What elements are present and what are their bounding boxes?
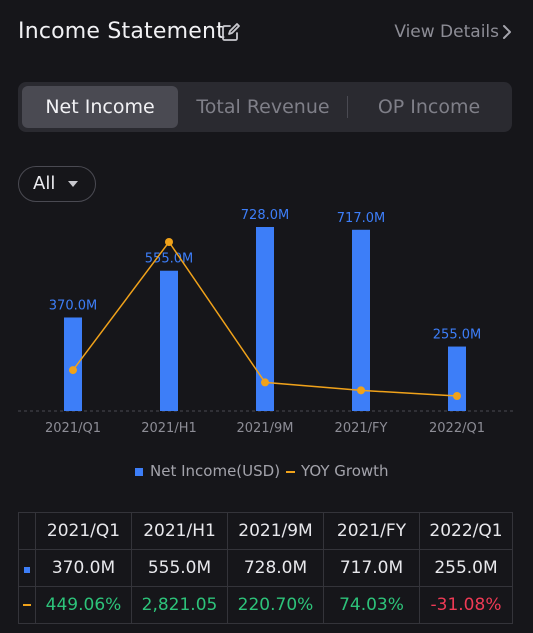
bar-2021-h1	[160, 270, 178, 411]
yoy-row-marker	[18, 586, 36, 624]
table-header-cell: 2021/Q1	[35, 512, 132, 550]
period-filter-dropdown[interactable]: All	[18, 166, 96, 202]
table-cell: 728.0M	[227, 549, 324, 587]
x-tick-label: 2021/H1	[141, 421, 197, 436]
bar-2022-q1	[448, 346, 466, 411]
table-cell: 370.0M	[35, 549, 132, 587]
period-filter-label: All	[33, 173, 56, 194]
table-cell: 220.70%	[227, 586, 324, 624]
table-header-cell: 2022/Q1	[419, 512, 513, 550]
table-header-cell: 2021/H1	[131, 512, 228, 550]
metric-tabs: Net Income Total Revenue OP Income	[18, 82, 512, 132]
bar-data-label: 255.0M	[433, 328, 481, 343]
x-tick-label: 2021/9M	[237, 421, 294, 436]
net-income-chart: 370.0M 2021/Q1 555.0M 2021/H1 728.0M 2021/9M 7…	[18, 208, 513, 436]
tab-op-income[interactable]: OP Income	[377, 96, 481, 118]
view-details-link[interactable]: View Details	[394, 22, 499, 42]
legend-line-marker	[286, 471, 295, 473]
x-tick-label: 2021/Q1	[45, 421, 101, 436]
yoy-point-2021-fy	[357, 386, 365, 395]
bar-series-marker	[24, 567, 30, 573]
table-cell: 255.0M	[419, 549, 513, 587]
table-cell: 449.06%	[35, 586, 132, 624]
tab-total-revenue[interactable]: Total Revenue	[196, 96, 330, 118]
yoy-point-2021-q1	[69, 366, 77, 375]
line-series-marker	[23, 604, 31, 606]
yoy-point-2021-h1	[165, 238, 173, 246]
bar-data-label: 728.0M	[241, 208, 289, 223]
bar-data-label: 717.0M	[337, 211, 385, 226]
yoy-point-2022-q1	[453, 392, 461, 400]
legend-net-income-label: Net Income(USD)	[150, 462, 281, 480]
bar-2021-q1	[64, 317, 82, 411]
table-corner-cell	[18, 512, 36, 550]
bar-data-label: 370.0M	[49, 298, 97, 313]
bar-2021-fy	[352, 229, 370, 411]
table-header-cell: 2021/FY	[323, 512, 420, 550]
data-table: 2021/Q1 2021/H1 2021/9M 2021/FY 2022/Q1 …	[18, 512, 513, 624]
tab-net-income[interactable]: Net Income	[22, 86, 178, 128]
caret-down-icon	[68, 181, 78, 187]
table-header-cell: 2021/9M	[227, 512, 324, 550]
chevron-right-icon[interactable]	[501, 24, 513, 40]
table-row-yoy: 449.06% 2,821.05 220.70% 74.03% -31.08%	[18, 586, 513, 624]
table-header-row: 2021/Q1 2021/H1 2021/9M 2021/FY 2022/Q1	[18, 512, 513, 550]
yoy-point-2021-9m	[261, 378, 269, 387]
table-cell: 555.0M	[131, 549, 228, 587]
header: Income Statement View Details	[0, 0, 533, 66]
edit-icon[interactable]	[221, 22, 241, 42]
table-cell: -31.08%	[419, 586, 513, 624]
bar-data-label: 555.0M	[145, 252, 193, 267]
legend-yoy-label: YOY Growth	[301, 462, 389, 480]
tab-divider	[347, 96, 348, 118]
table-cell: 717.0M	[323, 549, 420, 587]
legend-bar-marker	[135, 468, 143, 476]
x-tick-label: 2022/Q1	[429, 421, 485, 436]
table-cell: 74.03%	[323, 586, 420, 624]
page-title: Income Statement	[18, 19, 225, 44]
table-cell: 2,821.05	[131, 586, 228, 624]
bar-2021-9m	[256, 227, 274, 411]
table-row-net-income: 370.0M 555.0M 728.0M 717.0M 255.0M	[18, 549, 513, 587]
x-tick-label: 2021/FY	[335, 421, 388, 436]
net-income-row-marker	[18, 549, 36, 587]
chart-legend: Net Income(USD) YOY Growth	[0, 462, 533, 484]
